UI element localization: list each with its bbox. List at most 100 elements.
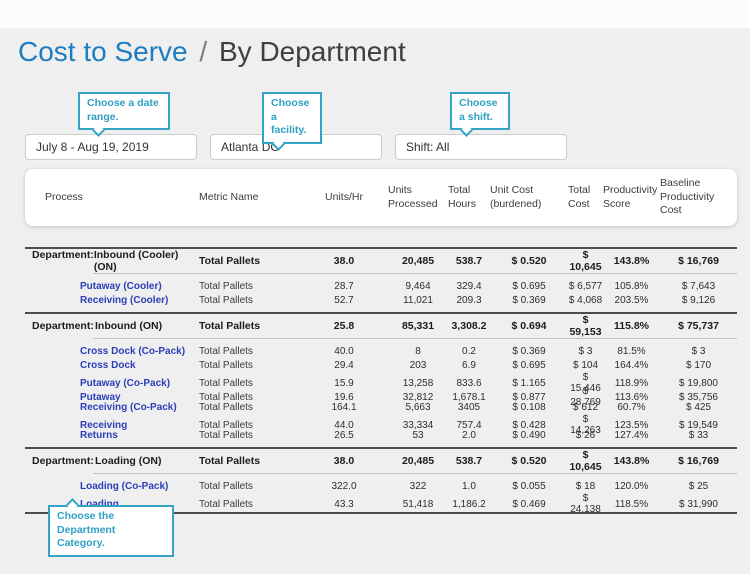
value-cell: 15.9 [334,377,354,389]
value-cell: $ 75,737 [678,320,719,332]
metric-name-cell: Total Pallets [199,480,253,492]
metric-name-cell: Total Pallets [199,377,253,389]
column-header-units-hr: Units/Hr [325,190,363,203]
process-cell: Putaway (Co-Pack) [25,378,195,389]
callout-date-range: Choose a date range. [78,92,170,138]
value-cell: $ 0.520 [511,455,547,467]
value-cell: 9,464 [405,280,431,292]
top-strip [0,0,750,28]
value-cell: 209.3 [456,294,482,306]
value-cell: $ 0.520 [511,255,547,267]
metric-name-cell: Total Pallets [199,429,253,441]
value-cell: $ 19,800 [679,377,718,389]
value-cell: $ 7,643 [681,280,716,292]
value-cell: $ 28,769 [570,386,601,408]
group-divider-line [93,473,737,474]
value-cell: 53 [412,429,424,441]
value-cell: 203.5% [614,294,649,306]
value-cell: 164.1 [331,401,357,413]
metric-name-cell: Total Pallets [199,345,253,357]
table-row: Putaway Total Pallets 19.6 32,812 1,678.1 $ 0… [25,386,737,408]
process-link[interactable]: Loading (Co-Pack) [80,480,169,492]
process-link[interactable]: Cross Dock (Co-Pack) [80,345,186,357]
value-cell: 8 [415,345,421,357]
value-cell: $ 33 [688,429,709,441]
value-cell: $ 24,138 [570,493,601,515]
group-divider-line [93,273,737,274]
value-cell: 28.7 [334,280,354,292]
process-link[interactable]: Putaway [80,391,121,403]
table-row: Returns Total Pallets 26.5 53 2.0 $ 0.490 $ 26… [25,428,737,442]
value-cell: $ 0.428 [512,419,546,431]
department-row: Department: Inbound (Cooler) (ON) Total Pa… [25,249,737,273]
value-cell: 38.0 [333,255,355,267]
process-link[interactable]: Putaway (Cooler) [80,280,162,292]
value-cell: $ 15,446 [570,372,601,394]
value-cell: 164.4% [614,359,649,371]
process-link[interactable]: Putaway (Co-Pack) [80,377,171,389]
process-link[interactable]: Cross Dock [80,359,136,371]
process-link[interactable]: Receiving (Co-Pack) [80,401,177,413]
metric-name-cell: Total Pallets [199,359,253,371]
value-cell: 1.0 [462,480,476,492]
value-cell: 127.4% [614,429,649,441]
value-cell: $ 31,990 [679,498,718,510]
process-cell: Loading [25,499,195,510]
process-rows: Loading (Co-Pack) Total Pallets 322.0 322 1.… [25,474,737,516]
department-label: Department: [32,249,94,261]
value-cell: $ 3 [578,345,593,357]
value-cell: 115.8% [613,320,650,332]
value-cell: 329.4 [456,280,482,292]
table-row: Cross Dock (Co-Pack) Total Pallets 40.0 8 0.… [25,344,737,358]
value-cell: 0.2 [462,345,476,357]
date-range-field[interactable]: July 8 - Aug 19, 2019 [25,134,197,160]
process-link[interactable]: Receiving [80,419,128,431]
value-cell: 113.6% [614,391,649,403]
process-link[interactable]: Returns [80,429,118,441]
process-cell: Loading (Co-Pack) [25,481,195,492]
shift-field[interactable]: Shift: All [395,134,567,160]
metric-name-cell: Total Pallets [199,255,261,267]
process-cell: Cross Dock [25,360,195,371]
process-link[interactable]: Loading [80,498,119,510]
value-cell: 2.0 [462,429,476,441]
process-rows: Putaway (Cooler) Total Pallets 28.7 9,464 32… [25,274,737,307]
value-cell: $ 18 [575,480,596,492]
value-cell: 1,678.1 [452,391,486,403]
department-name: Inbound (ON) [95,320,163,332]
value-cell: 105.8% [614,280,649,292]
value-cell: 322 [409,480,427,492]
value-cell: $ 25 [688,480,709,492]
value-cell: $ 10,645 [569,249,602,273]
column-header-metric-name: Metric Name [199,190,259,203]
value-cell: 322.0 [331,480,357,492]
process-cell: Putaway (Cooler) [25,281,195,292]
table-row: Receiving (Co-Pack) Total Pallets 164.1 5,6… [25,400,737,414]
value-cell: 60.7% [617,401,646,413]
callout-shift-text: Choose a shift. [459,97,498,123]
table-row: Receiving Total Pallets 44.0 33,334 757.4 $ 0… [25,414,737,436]
column-header-unit-cost: Unit Cost (burdened) [490,183,542,210]
table-row: Receiving (Cooler) Total Pallets 52.7 11,02… [25,293,737,307]
column-header-units-processed: Units Processed [388,183,438,210]
metric-name-cell: Total Pallets [199,280,253,292]
metric-name-cell: Total Pallets [199,455,261,467]
value-cell: $ 6,577 [568,280,603,292]
process-cell: Putaway [25,392,195,403]
value-cell: 26.5 [334,429,354,441]
page-title-secondary: By Department [218,36,406,67]
department-group: Department: Inbound (Cooler) (ON) Total Pa… [25,247,737,312]
value-cell: 143.8% [613,255,650,267]
value-cell: $ 9,126 [681,294,716,306]
value-cell: 20,485 [401,455,435,467]
value-cell: $ 59,153 [569,314,602,338]
department-label: Department: [32,320,94,332]
callout-date-range-text: Choose a date range. [87,97,159,123]
value-cell: 43.3 [334,498,354,510]
value-cell: 29.4 [334,359,354,371]
value-cell: $ 425 [685,401,712,413]
metric-name-cell: Total Pallets [199,391,253,403]
process-link[interactable]: Receiving (Cooler) [80,294,169,306]
callout-shift: Choose a shift. [450,92,510,138]
value-cell: $ 104 [572,359,599,371]
